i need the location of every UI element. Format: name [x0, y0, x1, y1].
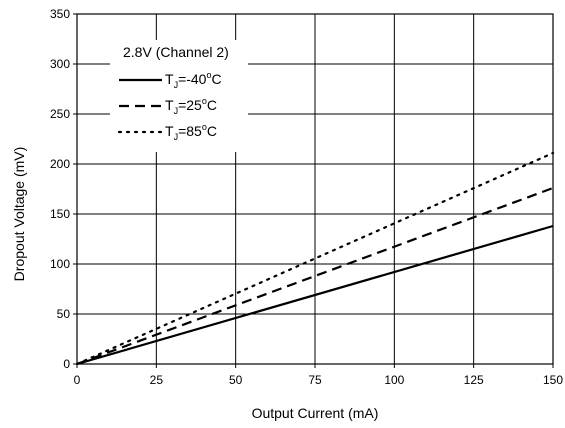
x-tick-label: 0 [74, 373, 81, 387]
y-tick-label: 350 [50, 7, 70, 21]
y-tick-label: 300 [50, 57, 70, 71]
x-tick-label: 100 [384, 373, 404, 387]
legend-background [110, 40, 248, 152]
x-tick-label: 150 [543, 373, 563, 387]
legend-label: TJ=-40oC [165, 70, 222, 90]
y-tick-label: 150 [50, 207, 70, 221]
y-tick-label: 200 [50, 157, 70, 171]
legend: 2.8V (Channel 2) TJ=-40oC TJ=25oC TJ=85oC [110, 40, 248, 152]
x-axis-label: Output Current (mA) [252, 405, 379, 421]
y-tick-labels: 0 50 100 150 200 250 300 350 [50, 7, 70, 371]
x-tick-label: 50 [229, 373, 243, 387]
x-tick-labels: 0 25 50 75 100 125 150 [74, 373, 564, 387]
series-line-1 [76, 224, 554, 366]
series-line-3 [75, 151, 555, 366]
y-tick-label: 250 [50, 107, 70, 121]
x-tick-label: 25 [150, 373, 164, 387]
y-tick-label: 0 [63, 357, 70, 371]
series-line-2 [76, 186, 554, 366]
y-tick-label: 50 [57, 307, 71, 321]
series-lines [75, 151, 555, 366]
x-tick-label: 125 [464, 373, 484, 387]
legend-title: 2.8V (Channel 2) [123, 44, 229, 60]
legend-label: TJ=25oC [165, 96, 217, 116]
y-tick-label: 100 [50, 257, 70, 271]
legend-label: TJ=85oC [165, 122, 217, 142]
x-tick-label: 75 [308, 373, 322, 387]
y-axis-label: Dropout Voltage (mV) [11, 147, 27, 282]
